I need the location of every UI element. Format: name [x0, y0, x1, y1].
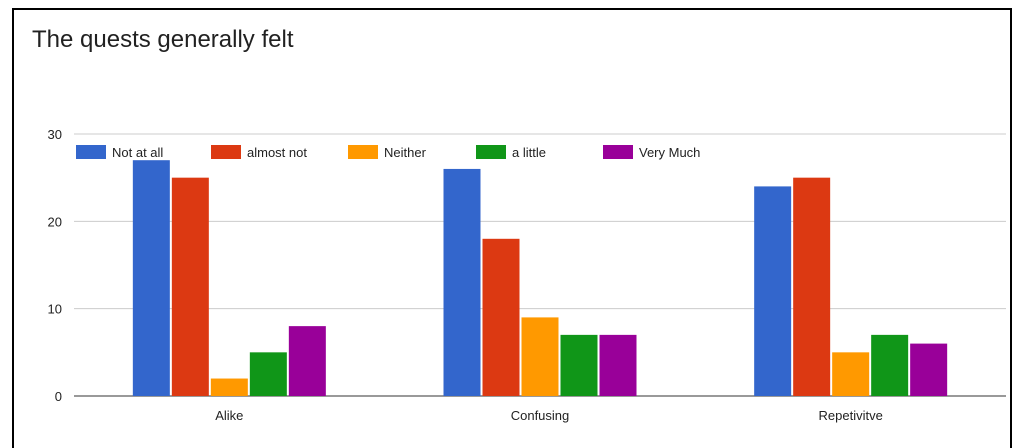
y-axis-ticks: 0 10 20 30 [48, 127, 62, 404]
bar-a-little-repetivitve [871, 334, 909, 396]
bar-not-at-all-repetivitve [754, 186, 792, 396]
bar-very-much-confusing [599, 334, 637, 396]
y-tick-label: 20 [48, 214, 62, 229]
legend-swatch [348, 145, 378, 159]
legend-label: Not at all [112, 145, 163, 160]
bars [132, 160, 948, 396]
bar-chart: 0 10 20 30 Alike Confusing Repetivitve Not at… [48, 127, 1006, 423]
y-tick-label: 10 [48, 302, 62, 317]
legend-label: Neither [384, 145, 427, 160]
y-tick-label: 30 [48, 127, 62, 142]
bar-not-at-all-confusing [443, 168, 481, 396]
legend: Not at all almost not Neither a little Very … [76, 145, 700, 160]
bar-neither-confusing [521, 317, 559, 396]
legend-swatch [476, 145, 506, 159]
bar-a-little-alike [249, 352, 287, 396]
bar-almost-not-confusing [482, 238, 520, 396]
bar-almost-not-repetivitve [793, 177, 831, 396]
bar-very-much-alike [288, 326, 326, 396]
legend-label: a little [512, 145, 546, 160]
legend-label: almost not [247, 145, 307, 160]
x-category-label: Confusing [511, 408, 570, 423]
legend-swatch [603, 145, 633, 159]
bar-not-at-all-alike [132, 160, 170, 396]
y-tick-label: 0 [55, 389, 62, 404]
x-category-label: Alike [215, 408, 243, 423]
chart-title: The quests generally felt [32, 26, 294, 53]
x-axis-categories: Alike Confusing Repetivitve [215, 408, 883, 423]
bar-a-little-confusing [560, 334, 598, 396]
legend-swatch [211, 145, 241, 159]
bar-neither-repetivitve [832, 352, 870, 396]
legend-label: Very Much [639, 145, 700, 160]
x-category-label: Repetivitve [819, 408, 883, 423]
bar-very-much-repetivitve [910, 343, 948, 396]
bar-almost-not-alike [171, 177, 209, 396]
legend-swatch [76, 145, 106, 159]
bar-neither-alike [210, 378, 248, 396]
